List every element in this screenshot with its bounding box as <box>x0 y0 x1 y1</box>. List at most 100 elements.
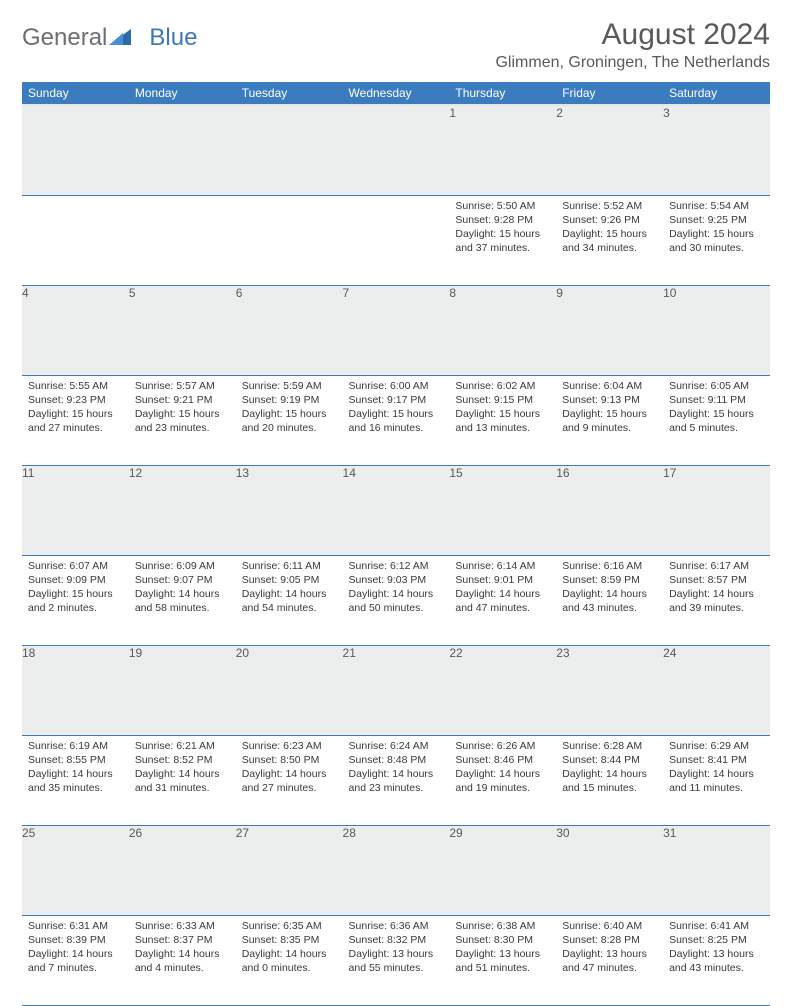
day2-text: and 34 minutes. <box>562 241 657 255</box>
sunrise-text: Sunrise: 6:40 AM <box>562 919 657 933</box>
day-cell: Sunrise: 6:41 AMSunset: 8:25 PMDaylight:… <box>663 915 770 1005</box>
sunrise-text: Sunrise: 6:38 AM <box>455 919 550 933</box>
day-header: Thursday <box>449 82 556 105</box>
day-cell: Sunrise: 6:19 AMSunset: 8:55 PMDaylight:… <box>22 735 129 825</box>
day1-text: Daylight: 14 hours <box>669 767 764 781</box>
day-number: 1 <box>449 105 556 195</box>
day-cell: Sunrise: 6:16 AMSunset: 8:59 PMDaylight:… <box>556 555 663 645</box>
sunrise-text: Sunrise: 6:41 AM <box>669 919 764 933</box>
calendar-table: SundayMondayTuesdayWednesdayThursdayFrid… <box>22 82 770 1006</box>
day2-text: and 55 minutes. <box>349 961 444 975</box>
day-number: 4 <box>22 285 129 375</box>
day1-text: Daylight: 14 hours <box>349 767 444 781</box>
sunrise-text: Sunrise: 5:50 AM <box>455 199 550 213</box>
day1-text: Daylight: 14 hours <box>135 587 230 601</box>
day-cell <box>343 195 450 285</box>
day-number: 6 <box>236 285 343 375</box>
day-number: 23 <box>556 645 663 735</box>
day-number: 9 <box>556 285 663 375</box>
day2-text: and 7 minutes. <box>28 961 123 975</box>
sunrise-text: Sunrise: 6:33 AM <box>135 919 230 933</box>
sunrise-text: Sunrise: 6:35 AM <box>242 919 337 933</box>
week-row: Sunrise: 6:19 AMSunset: 8:55 PMDaylight:… <box>22 735 770 825</box>
week-row: Sunrise: 6:07 AMSunset: 9:09 PMDaylight:… <box>22 555 770 645</box>
day1-text: Daylight: 15 hours <box>669 407 764 421</box>
day1-text: Daylight: 15 hours <box>562 407 657 421</box>
sunrise-text: Sunrise: 6:02 AM <box>455 379 550 393</box>
sunrise-text: Sunrise: 6:24 AM <box>349 739 444 753</box>
sunset-text: Sunset: 9:26 PM <box>562 213 657 227</box>
day-header: Saturday <box>663 82 770 105</box>
brand-part1: General <box>22 24 107 52</box>
day2-text: and 30 minutes. <box>669 241 764 255</box>
day1-text: Daylight: 15 hours <box>135 407 230 421</box>
sunset-text: Sunset: 9:09 PM <box>28 573 123 587</box>
day2-text: and 50 minutes. <box>349 601 444 615</box>
week-row: Sunrise: 5:50 AMSunset: 9:28 PMDaylight:… <box>22 195 770 285</box>
day2-text: and 19 minutes. <box>455 781 550 795</box>
day-cell <box>129 195 236 285</box>
day-number: 14 <box>343 465 450 555</box>
day1-text: Daylight: 14 hours <box>669 587 764 601</box>
day-cell: Sunrise: 6:33 AMSunset: 8:37 PMDaylight:… <box>129 915 236 1005</box>
sunset-text: Sunset: 8:41 PM <box>669 753 764 767</box>
sunrise-text: Sunrise: 6:04 AM <box>562 379 657 393</box>
day2-text: and 43 minutes. <box>669 961 764 975</box>
day-number: 25 <box>22 825 129 915</box>
day-cell <box>236 195 343 285</box>
day-number: 16 <box>556 465 663 555</box>
day-cell: Sunrise: 6:35 AMSunset: 8:35 PMDaylight:… <box>236 915 343 1005</box>
brand-logo: General Blue <box>22 24 197 52</box>
sunrise-text: Sunrise: 6:00 AM <box>349 379 444 393</box>
day-number: 21 <box>343 645 450 735</box>
day-number <box>236 105 343 195</box>
week-row: Sunrise: 5:55 AMSunset: 9:23 PMDaylight:… <box>22 375 770 465</box>
day-cell: Sunrise: 6:40 AMSunset: 8:28 PMDaylight:… <box>556 915 663 1005</box>
day-header: Sunday <box>22 82 129 105</box>
sunset-text: Sunset: 8:46 PM <box>455 753 550 767</box>
day1-text: Daylight: 15 hours <box>455 407 550 421</box>
sunset-text: Sunset: 8:39 PM <box>28 933 123 947</box>
sunset-text: Sunset: 9:13 PM <box>562 393 657 407</box>
sunrise-text: Sunrise: 5:55 AM <box>28 379 123 393</box>
day-number: 29 <box>449 825 556 915</box>
sunrise-text: Sunrise: 6:09 AM <box>135 559 230 573</box>
sunrise-text: Sunrise: 6:17 AM <box>669 559 764 573</box>
sunrise-text: Sunrise: 6:12 AM <box>349 559 444 573</box>
calendar-body: 1 23 Sunrise: 5:50 AMSunset: 9:28 PMDaylig… <box>22 105 770 1005</box>
day-cell: Sunrise: 6:21 AMSunset: 8:52 PMDaylight:… <box>129 735 236 825</box>
day2-text: and 20 minutes. <box>242 421 337 435</box>
day2-text: and 15 minutes. <box>562 781 657 795</box>
sunset-text: Sunset: 9:25 PM <box>669 213 764 227</box>
sunset-text: Sunset: 9:15 PM <box>455 393 550 407</box>
day1-text: Daylight: 14 hours <box>28 947 123 961</box>
day-number: 30 <box>556 825 663 915</box>
sunrise-text: Sunrise: 5:54 AM <box>669 199 764 213</box>
sunset-text: Sunset: 8:35 PM <box>242 933 337 947</box>
day-number: 28 <box>343 825 450 915</box>
day1-text: Daylight: 15 hours <box>455 227 550 241</box>
sunset-text: Sunset: 9:23 PM <box>28 393 123 407</box>
day-cell: Sunrise: 6:26 AMSunset: 8:46 PMDaylight:… <box>449 735 556 825</box>
sunset-text: Sunset: 8:55 PM <box>28 753 123 767</box>
day-number: 2 <box>556 105 663 195</box>
sunrise-text: Sunrise: 6:36 AM <box>349 919 444 933</box>
day-cell: Sunrise: 5:52 AMSunset: 9:26 PMDaylight:… <box>556 195 663 285</box>
sunrise-text: Sunrise: 6:16 AM <box>562 559 657 573</box>
sunset-text: Sunset: 8:48 PM <box>349 753 444 767</box>
day-cell <box>22 195 129 285</box>
day2-text: and 47 minutes. <box>455 601 550 615</box>
day2-text: and 37 minutes. <box>455 241 550 255</box>
day1-text: Daylight: 15 hours <box>28 407 123 421</box>
sunrise-text: Sunrise: 5:52 AM <box>562 199 657 213</box>
sunset-text: Sunset: 8:30 PM <box>455 933 550 947</box>
day1-text: Daylight: 14 hours <box>135 767 230 781</box>
sunrise-text: Sunrise: 5:57 AM <box>135 379 230 393</box>
sunset-text: Sunset: 8:25 PM <box>669 933 764 947</box>
day2-text: and 23 minutes. <box>135 421 230 435</box>
day-cell: Sunrise: 6:31 AMSunset: 8:39 PMDaylight:… <box>22 915 129 1005</box>
day1-text: Daylight: 14 hours <box>455 767 550 781</box>
day2-text: and 0 minutes. <box>242 961 337 975</box>
day-number: 11 <box>22 465 129 555</box>
day2-text: and 16 minutes. <box>349 421 444 435</box>
